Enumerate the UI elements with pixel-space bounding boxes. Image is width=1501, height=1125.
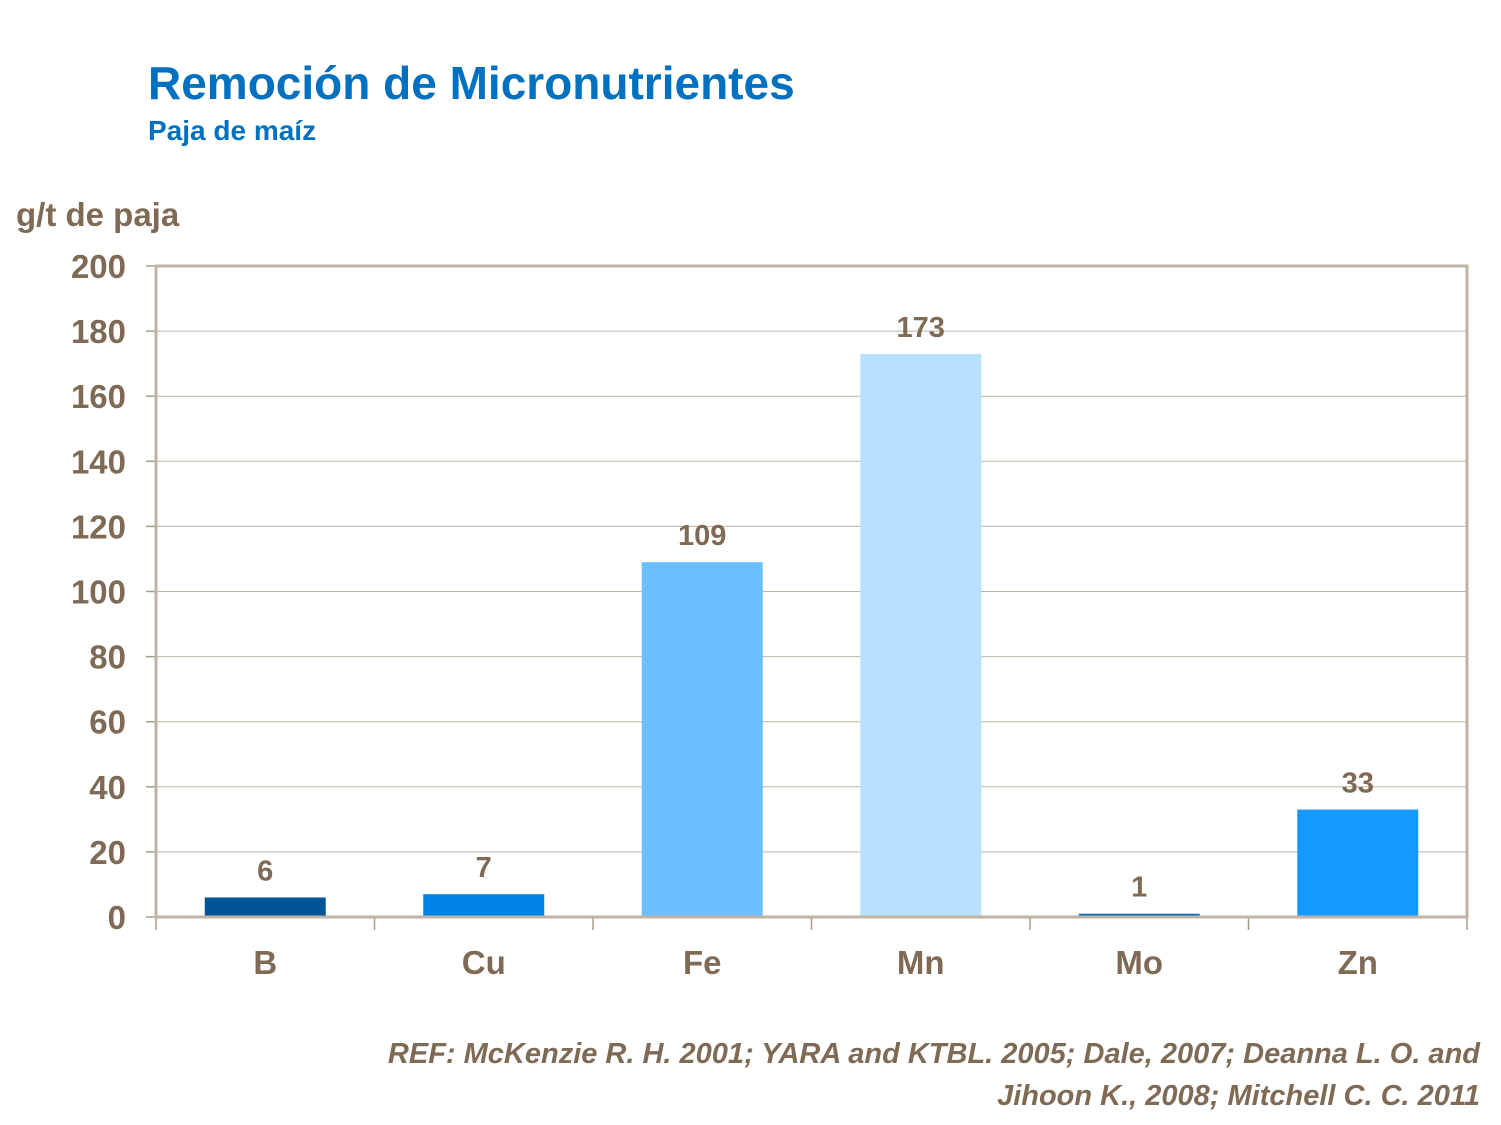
x-tick-label-Fe: Fe <box>683 944 722 981</box>
plot-area-border <box>154 264 1469 919</box>
data-label-Fe: 109 <box>678 520 726 552</box>
x-tick-label-Cu: Cu <box>462 944 506 981</box>
bar-Mo <box>1078 913 1200 917</box>
chart-subtitle: Paja de maíz <box>148 115 317 146</box>
y-axis-label: g/t de paja <box>16 196 180 233</box>
bar-Mn <box>860 353 982 917</box>
y-tick-label: 140 <box>71 443 126 480</box>
y-tick-label: 80 <box>89 639 126 676</box>
bar-Zn <box>1297 809 1419 917</box>
reference-note: REF: McKenzie R. H. 2001; YARA and KTBL.… <box>180 1033 1480 1117</box>
x-tick-label-Mn: Mn <box>897 944 945 981</box>
y-tick-label: 60 <box>89 704 126 741</box>
x-tick-label-B: B <box>253 944 277 981</box>
data-label-Mo: 1 <box>1131 872 1147 904</box>
bar-Cu <box>423 894 545 917</box>
data-label-Cu: 7 <box>476 852 492 884</box>
y-tick-label: 20 <box>89 834 126 871</box>
y-tick-label: 40 <box>89 769 126 806</box>
data-label-B: 6 <box>257 855 273 887</box>
data-label-Zn: 33 <box>1342 768 1374 800</box>
reference-line-2: Jihoon K., 2008; Mitchell C. C. 2011 <box>997 1080 1480 1112</box>
bar-Fe <box>641 562 763 917</box>
y-tick-label: 0 <box>108 899 126 936</box>
y-tick-label: 120 <box>71 508 126 545</box>
chart-title: Remoción de Micronutrientes <box>148 57 795 109</box>
y-tick-label: 200 <box>71 248 126 285</box>
data-label-Mn: 173 <box>897 312 945 344</box>
reference-line-1: REF: McKenzie R. H. 2001; YARA and KTBL.… <box>387 1038 1480 1070</box>
y-tick-label: 180 <box>71 313 126 350</box>
y-tick-label: 100 <box>71 574 126 611</box>
y-tick-label: 160 <box>71 378 126 415</box>
x-tick-label-Mo: Mo <box>1115 944 1163 981</box>
bar-B <box>204 897 326 917</box>
x-tick-label-Zn: Zn <box>1338 944 1378 981</box>
